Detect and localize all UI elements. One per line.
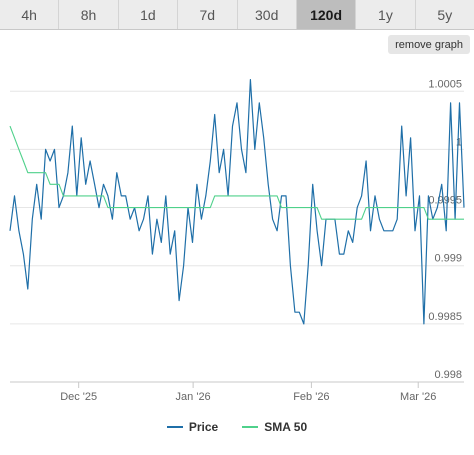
tab-8h[interactable]: 8h xyxy=(59,0,119,29)
y-tick-label: 0.9995 xyxy=(428,195,462,207)
tab-30d[interactable]: 30d xyxy=(237,0,297,29)
x-tick-label: Dec '25 xyxy=(60,391,97,403)
legend-swatch xyxy=(166,426,183,428)
legend-label: SMA 50 xyxy=(264,420,308,434)
y-tick-label: 0.9985 xyxy=(428,311,462,323)
price-chart: 0.998 0.9985 0.999 0.9995 1 1.0005 Dec '25 Jan … xyxy=(9,78,465,403)
tab-1y[interactable]: 1y xyxy=(356,0,416,29)
y-tick-label: 1 xyxy=(456,136,462,148)
x-tick-label: Feb '26 xyxy=(293,391,329,403)
tab-5y[interactable]: 5y xyxy=(415,0,474,29)
legend-item-sma-50[interactable]: SMA 50 xyxy=(242,420,307,434)
chart-legend: Price SMA 50 xyxy=(0,420,474,434)
tab-7d[interactable]: 7d xyxy=(178,0,238,29)
x-tick-label: Mar '26 xyxy=(400,391,436,403)
remove-graph-button[interactable]: remove graph xyxy=(388,35,470,54)
x-tick-label: Jan '26 xyxy=(176,391,211,403)
y-tick-label: 0.998 xyxy=(434,369,462,381)
legend-label: Price xyxy=(188,420,219,434)
tab-120d[interactable]: 120d xyxy=(296,0,357,29)
y-tick-label: 1.0005 xyxy=(428,78,462,90)
tab-4h[interactable]: 4h xyxy=(0,0,60,29)
legend-swatch xyxy=(242,426,259,428)
y-tick-label: 0.999 xyxy=(434,253,462,265)
tab-1d[interactable]: 1d xyxy=(118,0,179,29)
timeframe-tabs: 4h 8h 1d 7d 30d 120d 1y 5y xyxy=(0,0,474,30)
legend-item-price[interactable]: Price xyxy=(166,420,219,434)
sma-50-line xyxy=(9,125,464,220)
price-line xyxy=(9,79,465,325)
